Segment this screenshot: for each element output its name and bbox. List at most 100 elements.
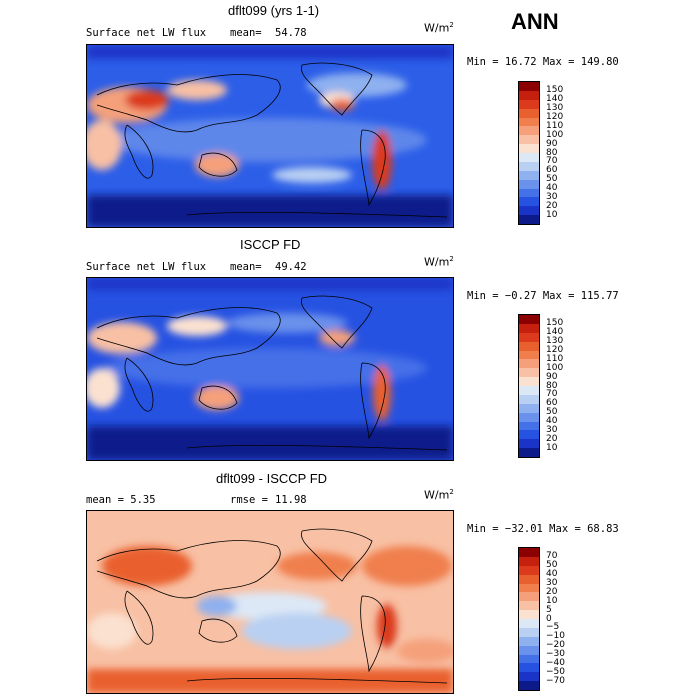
colorbar-swatch (519, 619, 539, 628)
colorbar-tick-label: −30 (546, 649, 565, 659)
colorbar-tick-label: 0 (546, 613, 552, 624)
panel2-units: W/m2 (424, 255, 454, 269)
panel3-stat-value: 11.98 (275, 494, 307, 506)
colorbar-tick-label: 150 (546, 85, 564, 96)
panel2-coastlines (96, 295, 448, 451)
colorbar-tick-label: 10 (546, 595, 558, 606)
colorbar-tick-label: −40 (546, 657, 565, 668)
panel2-stat-label: mean= (230, 261, 262, 273)
colorbar-tick-label: 60 (546, 398, 558, 409)
panel1-units: W/m2 (424, 21, 454, 35)
colorbar-tick-label: 50 (546, 174, 558, 185)
colorbar-tick-label: 30 (546, 424, 558, 435)
colorbar-swatch (519, 548, 539, 557)
colorbar-tick-label: 100 (546, 362, 564, 373)
panel1-map-svg (87, 45, 453, 227)
colorbar-swatch (519, 315, 539, 324)
panel3-map-svg (87, 511, 453, 693)
colorbar-tick-label: 140 (546, 327, 564, 338)
colorbar-tick-label: −5 (546, 622, 560, 633)
colorbar-tick-label: 90 (546, 371, 558, 382)
colorbar-swatch (519, 170, 539, 180)
panel3-units: W/m2 (424, 488, 454, 502)
colorbar-swatch (519, 153, 539, 162)
colorbar-swatch (519, 421, 539, 431)
panel1-title: dflt099 (yrs 1-1) (228, 3, 320, 18)
colorbar-tick-label: 110 (546, 120, 564, 131)
panel2-variable-label: Surface net LW flux (86, 261, 207, 273)
panel1-minmax: Min = 16.72 Max = 149.80 (467, 56, 619, 68)
colorbar-tick-label: 90 (546, 138, 558, 149)
colorbar-swatch (519, 610, 539, 619)
colorbar-swatch (519, 179, 539, 189)
colorbar-swatch (519, 332, 539, 342)
colorbar-swatch (519, 161, 539, 171)
season-label: ANN (511, 9, 559, 34)
panel1-stat-value: 54.78 (275, 27, 307, 39)
colorbar-tick-label: 110 (546, 353, 564, 364)
colorbar-swatch (519, 135, 539, 145)
colorbar-tick-label: 70 (546, 389, 558, 400)
colorbar-tick-label: 50 (546, 407, 558, 418)
colorbar-swatch (519, 341, 539, 351)
colorbar-swatch (519, 377, 539, 386)
panel2-colorbar (518, 314, 540, 458)
colorbar-tick-label: −50 (546, 666, 565, 677)
colorbar-swatch (519, 350, 539, 360)
panel2-minmax: Min = −0.27 Max = 115.77 (467, 290, 619, 302)
colorbar-tick-label: 20 (546, 586, 558, 597)
panel3-mean-label: mean = 5.35 (86, 494, 156, 506)
colorbar-tick-label: 130 (546, 103, 564, 114)
colorbar-swatch (519, 430, 539, 440)
colorbar-tick-label: 120 (546, 345, 564, 355)
colorbar-swatch (519, 108, 539, 118)
colorbar-swatch (519, 215, 539, 224)
colorbar-swatch (519, 636, 539, 646)
colorbar-tick-label: 50 (546, 560, 558, 571)
panel3-coastlines (96, 528, 448, 684)
colorbar-swatch (519, 627, 539, 637)
colorbar-tick-label: −70 (546, 675, 565, 686)
colorbar-swatch (519, 90, 539, 100)
panel1-stat-label: mean= (230, 27, 262, 39)
panel3-map (86, 510, 454, 694)
colorbar-tick-label: 60 (546, 165, 558, 176)
colorbar-tick-label: 140 (546, 94, 564, 105)
colorbar-swatch (519, 592, 539, 602)
colorbar-tick-label: 130 (546, 336, 564, 347)
colorbar-tick-label: 5 (546, 604, 552, 615)
colorbar-tick-label: 40 (546, 416, 558, 426)
colorbar-swatch (519, 448, 539, 457)
colorbar-swatch (519, 99, 539, 109)
colorbar-swatch (519, 439, 539, 449)
colorbar-swatch (519, 359, 539, 369)
colorbar-tick-label: 40 (546, 183, 558, 193)
panel1-map (86, 44, 454, 228)
colorbar-tick-label: 30 (546, 191, 558, 202)
colorbar-swatch (519, 323, 539, 333)
colorbar-tick-label: 10 (546, 209, 558, 220)
colorbar-swatch (519, 574, 539, 584)
colorbar-swatch (519, 672, 539, 682)
colorbar-swatch (519, 412, 539, 422)
colorbar-swatch (519, 583, 539, 593)
panel2-title: ISCCP FD (240, 237, 301, 252)
panel1-colorbar (518, 81, 540, 225)
colorbar-tick-label: 120 (546, 112, 564, 122)
colorbar-swatch (519, 394, 539, 404)
colorbar-swatch (519, 144, 539, 153)
colorbar-tick-label: −20 (546, 640, 565, 651)
colorbar-swatch (519, 601, 539, 611)
panel1-coastlines (96, 62, 448, 218)
colorbar-tick-label: 150 (546, 318, 564, 329)
colorbar-swatch (519, 386, 539, 395)
colorbar-tick-label: 10 (546, 442, 558, 453)
colorbar-swatch (519, 556, 539, 566)
panel3-stat-label: rmse = (230, 494, 268, 506)
panel2-map (86, 277, 454, 461)
colorbar-tick-label: 70 (546, 551, 558, 562)
colorbar-swatch (519, 565, 539, 575)
colorbar-swatch (519, 126, 539, 136)
colorbar-tick-label: 80 (546, 147, 558, 158)
colorbar-swatch (519, 645, 539, 655)
